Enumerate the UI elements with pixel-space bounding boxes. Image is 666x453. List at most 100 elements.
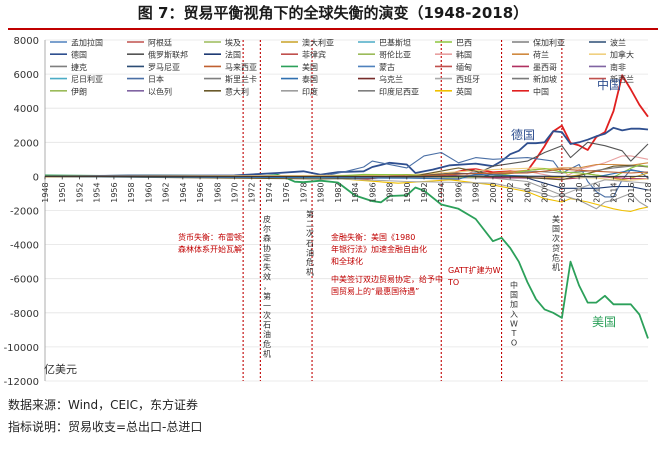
legend-label: 新加坡 — [533, 74, 557, 84]
x-tick-label: 2006 — [541, 182, 550, 202]
y-tick-label: -8000 — [10, 309, 39, 320]
x-tick-label: 1990 — [403, 182, 412, 202]
annotation-1973: 第 — [263, 291, 271, 301]
legend-label: 新西兰 — [610, 74, 634, 84]
annotation-1979: 第 — [306, 209, 314, 219]
x-tick-label: 1994 — [437, 182, 446, 202]
legend-label: 波兰 — [610, 38, 626, 48]
title-underline — [8, 28, 658, 30]
annotation-1973: 尔 — [263, 224, 271, 234]
legend-label: 伊朗 — [71, 86, 87, 96]
legend-label: 加拿大 — [610, 50, 634, 60]
x-tick-label: 1960 — [144, 182, 153, 202]
x-tick-label: 2012 — [592, 182, 601, 202]
annotation-1973: 失 — [263, 262, 271, 272]
x-tick-label: 1974 — [265, 182, 274, 202]
x-tick-label: 1958 — [127, 182, 136, 202]
legend-label: 捷克 — [71, 62, 87, 72]
series-line — [44, 126, 649, 178]
x-tick-label: 1962 — [162, 182, 171, 202]
series-line — [44, 167, 649, 182]
x-axis: 1948 1950 1952 1954 1956 1958 1960 1962 1964 1966… — [41, 175, 653, 203]
x-tick-label: 2014 — [610, 182, 619, 202]
legend-label: 德国 — [71, 50, 87, 60]
x-tick-label: 1970 — [231, 182, 240, 202]
x-tick-label: 2004 — [523, 182, 532, 202]
annotation-1994: GATT扩建为W — [448, 265, 501, 275]
chart-title: 图 7：贸易平衡视角下的全球失衡的演变（1948-2018） — [137, 4, 529, 22]
x-tick-label: 1996 — [454, 182, 463, 202]
x-tick-label: 2008 — [558, 182, 567, 202]
x-tick-label: 2016 — [627, 182, 636, 202]
legend-label: 印度 — [302, 86, 318, 96]
annotation-1973: 次 — [263, 310, 271, 320]
legend-label: 巴基斯坦 — [379, 38, 411, 48]
annotation-2008: 国 — [552, 225, 560, 234]
legend-label: 意大利 — [225, 86, 249, 96]
x-tick-label: 1992 — [420, 182, 429, 202]
annotation-2001: 加 — [510, 299, 518, 309]
annotation-1980: 金融失衡：美国《1980 — [331, 232, 415, 242]
annotation-2001: O — [511, 339, 517, 348]
legend-label: 俄罗斯联邦 — [148, 50, 188, 60]
annotation-1980: 和全球化 — [331, 256, 363, 266]
legend-label: 菲律宾 — [302, 50, 326, 60]
annotation-1973: 机 — [263, 348, 271, 358]
legend-label: 墨西哥 — [533, 63, 557, 72]
annotation-2001: 中 — [510, 280, 518, 290]
legend-label: 英国 — [456, 86, 472, 96]
legend-label: 南非 — [610, 62, 626, 72]
x-tick-label: 1980 — [317, 182, 326, 202]
annotation-1973: 森 — [263, 233, 271, 243]
x-tick-label: 1966 — [196, 182, 205, 202]
annotation-1973: 效 — [263, 272, 271, 282]
x-tick-label: 1948 — [41, 182, 50, 202]
legend-label: 哥伦比亚 — [379, 50, 411, 60]
annotation-1973: 油 — [263, 329, 271, 339]
grid-lines — [45, 39, 648, 382]
legend-label: 罗马尼亚 — [148, 63, 180, 72]
annotation-1973: 石 — [263, 321, 271, 330]
annotation-2008: 贷 — [552, 243, 560, 253]
y-tick-label: -6000 — [10, 275, 39, 286]
legend-label: 日本 — [148, 74, 164, 84]
y-tick-label: 6000 — [14, 70, 39, 81]
legend-label: 荷兰 — [533, 50, 549, 60]
annotation-1979: 油 — [306, 247, 314, 257]
annotation-2008: 次 — [552, 233, 560, 243]
legend-label: 西班牙 — [456, 74, 480, 84]
y-tick-label: -10000 — [4, 343, 39, 354]
trade-balance-chart: -12000 -10000 -8000 -6000 -4000 -2000 0 2000 400… — [4, 36, 653, 388]
x-tick-label: 1968 — [213, 182, 222, 202]
legend-label: 马来西亚 — [225, 63, 257, 72]
annotation-1979: 机 — [306, 267, 314, 277]
y-tick-label: -4000 — [10, 241, 39, 252]
label-germany: 德国 — [511, 127, 535, 142]
x-tick-label: 1986 — [368, 182, 377, 202]
annotation-trade-agreement: 国贸易上的“最惠国待遇” — [331, 286, 419, 296]
legend-label: 保加利亚 — [533, 38, 565, 48]
legend-label: 尼日利亚 — [71, 74, 103, 84]
x-tick-label: 1952 — [75, 182, 84, 202]
x-tick-label: 1982 — [334, 182, 343, 202]
legend-label: 法国 — [225, 50, 241, 60]
event-lines — [242, 40, 563, 381]
legend-label: 以色列 — [148, 86, 172, 96]
x-tick-label: 2018 — [644, 182, 653, 202]
y-axis: -12000 -10000 -8000 -6000 -4000 -2000 0 2000 400… — [4, 36, 46, 388]
x-tick-label: 1954 — [93, 182, 102, 202]
x-tick-label: 1978 — [299, 182, 308, 202]
legend-label: 缅甸 — [456, 62, 472, 72]
annotation-2001: 国 — [510, 291, 518, 300]
annotation-1979: 次 — [306, 228, 314, 238]
annotation-1979: 二 — [306, 220, 314, 229]
label-china: 中国 — [597, 77, 621, 92]
x-tick-label: 1964 — [179, 182, 188, 202]
annotation-1973: 一 — [263, 301, 271, 310]
x-tick-label: 1998 — [472, 182, 481, 202]
annotation-1973: 定 — [263, 252, 271, 262]
annotation-1994: TO — [447, 278, 459, 287]
annotation-2001: 入 — [510, 310, 518, 319]
legend-label: 阿根廷 — [148, 38, 172, 48]
